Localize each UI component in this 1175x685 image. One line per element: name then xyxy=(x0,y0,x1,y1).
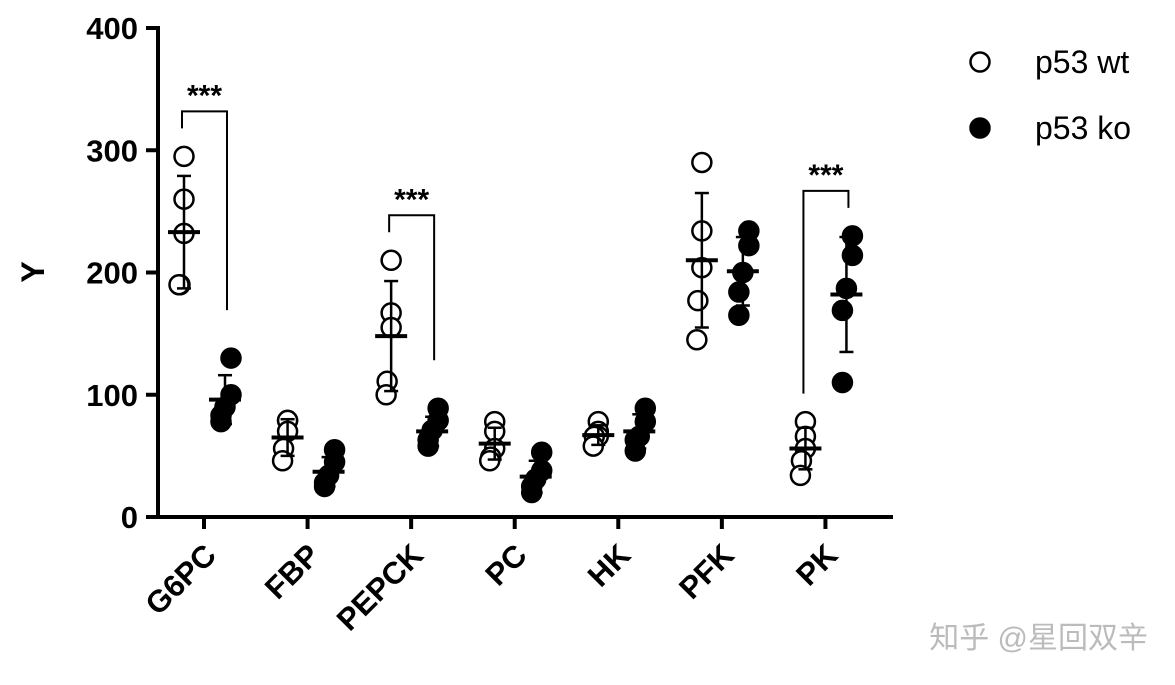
y-tick-label: 0 xyxy=(121,500,138,535)
y-tick-label: 400 xyxy=(86,11,138,46)
significance-bracket xyxy=(388,214,436,361)
data-point xyxy=(831,299,854,322)
significance-label: *** xyxy=(808,159,843,192)
data-point xyxy=(168,273,190,296)
data-point xyxy=(728,304,750,327)
x-tick-label: HK xyxy=(581,537,638,594)
y-tick-label: 300 xyxy=(86,133,138,168)
significance-bracket xyxy=(181,110,228,311)
significance-bracket xyxy=(802,189,850,394)
legend-marker xyxy=(969,117,991,139)
data-point xyxy=(691,151,713,174)
data-point xyxy=(831,371,854,394)
significance-label: *** xyxy=(394,183,429,216)
watermark: 知乎 @星回双辛 xyxy=(929,622,1148,655)
x-tick-label: PC xyxy=(478,537,533,592)
x-tick-label: PFK xyxy=(672,537,741,606)
data-point xyxy=(530,441,553,463)
data-point xyxy=(380,249,402,272)
data-point xyxy=(624,440,647,462)
y-tick-label: 200 xyxy=(86,256,138,291)
legend-marker xyxy=(969,51,991,73)
data-point xyxy=(687,289,709,312)
significance-label: *** xyxy=(187,79,222,112)
data-point xyxy=(271,450,294,472)
data-point xyxy=(173,145,195,168)
x-tick-label: FBP xyxy=(258,537,327,606)
data-point xyxy=(686,328,708,351)
legend-label: p53 wt xyxy=(1035,44,1129,80)
x-tick-label: PEPCK xyxy=(330,537,431,638)
data-point xyxy=(728,281,750,303)
legend-label: p53 ko xyxy=(1035,110,1131,146)
data-point xyxy=(375,384,397,406)
y-axis-label: Y xyxy=(15,261,51,282)
data-point xyxy=(220,347,242,369)
x-tick-label: PK xyxy=(789,537,845,593)
data-point xyxy=(210,410,232,433)
x-tick-label: G6PC xyxy=(139,537,223,621)
y-tick-label: 100 xyxy=(86,378,138,413)
data-point xyxy=(789,464,812,487)
